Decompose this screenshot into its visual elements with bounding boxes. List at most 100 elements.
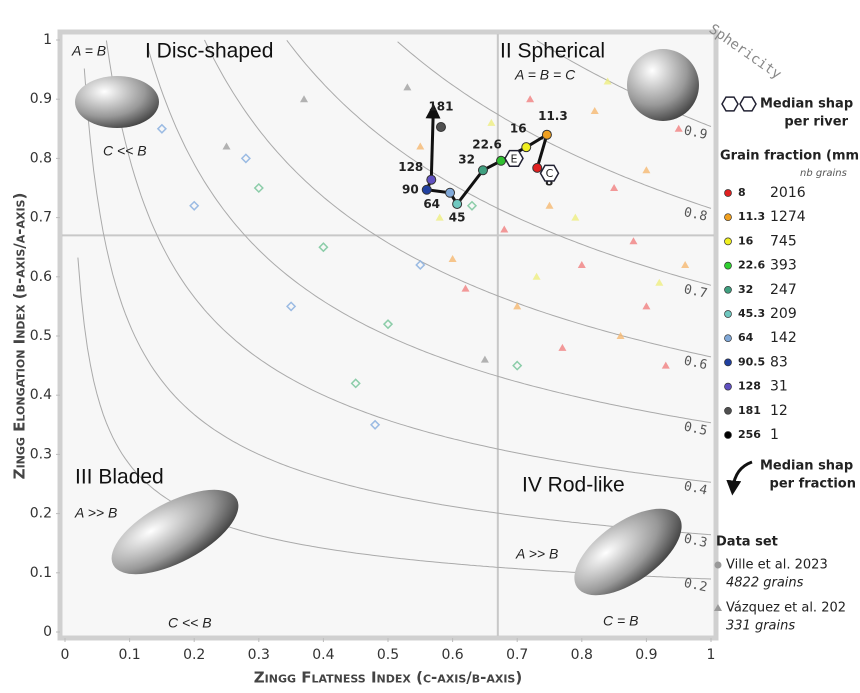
median-point — [427, 175, 436, 184]
y-tick-label: 1 — [43, 32, 52, 48]
legend-fraction: 128 — [738, 380, 761, 393]
y-tick-label: 0.6 — [30, 269, 52, 285]
legend-swatch — [725, 383, 732, 390]
legend-fraction: 11.3 — [738, 210, 765, 223]
quadrant-name: III Bladed — [75, 466, 164, 489]
legend-fraction-median-title: per fraction — [770, 477, 856, 492]
median-label: 22.6 — [472, 137, 502, 151]
quadrant-relation: A = B = C — [514, 67, 576, 83]
legend-river-icon — [740, 97, 756, 111]
legend-swatch — [725, 262, 732, 269]
y-tick-label: 0.9 — [30, 91, 52, 107]
legend-count: 209 — [770, 306, 797, 322]
quadrant-name: II Spherical — [500, 40, 605, 63]
legend-fraction: 181 — [738, 404, 761, 417]
x-tick-label: 0.9 — [635, 647, 657, 663]
legend-swatch — [725, 407, 732, 414]
y-tick-label: 0.8 — [30, 150, 52, 166]
legend-dataset-grains: 331 grains — [726, 619, 795, 634]
median-point — [522, 143, 531, 152]
legend-count: 1 — [770, 427, 779, 443]
legend-count: 745 — [770, 233, 797, 249]
legend-river-title: per river — [784, 115, 848, 130]
x-tick-label: 0.8 — [571, 647, 593, 663]
legend-fraction-arrow — [733, 462, 752, 488]
median-label: 45 — [449, 210, 466, 224]
quadrant-relation: C = B — [603, 613, 638, 629]
legend-count: 83 — [770, 354, 788, 370]
chart: Zingg Flatness Index (c-axis/b-axis) Zin… — [0, 0, 860, 693]
y-tick-label: 0.4 — [30, 387, 52, 403]
legend-dataset-name: Vázquez et al. 202 — [726, 601, 846, 616]
median-point — [533, 163, 542, 172]
legend-fraction: 16 — [738, 234, 754, 247]
page: {"chart_data": { "type": "scatter", "xla… — [0, 0, 860, 693]
river-label: C — [546, 167, 554, 180]
quadrant-relation: A >> B — [515, 546, 558, 562]
legend-swatch — [725, 359, 732, 366]
legend-fraction: 32 — [738, 283, 753, 296]
legend-dataset-marker — [715, 562, 722, 569]
legend-fraction: 45.3 — [738, 307, 765, 320]
legend-fraction: 90.5 — [738, 355, 765, 368]
median-label: 128 — [398, 160, 423, 174]
legend-river-icon — [722, 97, 738, 111]
x-tick-label: 1 — [707, 647, 716, 663]
median-label: 32 — [458, 153, 475, 167]
quadrant-relation: A = B — [71, 43, 106, 59]
x-tick-label: 0.5 — [377, 647, 399, 663]
y-tick-label: 0.1 — [30, 565, 52, 581]
y-tick-label: 0.3 — [30, 446, 52, 462]
legend-swatch — [725, 432, 732, 439]
x-tick-label: 0.4 — [312, 647, 334, 663]
quadrant-relation: C << B — [168, 615, 212, 631]
legend-dataset-name: Ville et al. 2023 — [726, 558, 828, 573]
legend-fraction: 64 — [738, 331, 754, 344]
legend-count-title: nb grains — [800, 168, 847, 179]
legend-dataset-title: Data set — [716, 535, 778, 550]
quadrant-name: I Disc-shaped — [145, 40, 273, 63]
quadrant-relation: C << B — [103, 143, 147, 159]
y-axis-label: Zingg Elongation Index (b-axis/a-axis) — [11, 193, 29, 480]
median-label: 181 — [428, 100, 453, 114]
legend-count: 247 — [770, 282, 797, 298]
x-tick-label: 0 — [61, 647, 70, 663]
x-tick-label: 0.6 — [441, 647, 463, 663]
median-label: 16 — [510, 122, 527, 136]
median-point — [453, 199, 462, 208]
x-tick-label: 0.2 — [183, 647, 205, 663]
legend-river-title: Median shap — [760, 97, 853, 112]
legend-count: 2016 — [770, 185, 806, 201]
y-tick-label: 0.5 — [30, 328, 52, 344]
legend-fraction: 256 — [738, 428, 761, 441]
legend-count: 1274 — [770, 209, 806, 225]
median-point — [422, 185, 431, 194]
legend-count: 393 — [770, 258, 797, 274]
quadrant-name: IV Rod-like — [522, 474, 625, 497]
x-axis-label: Zingg Flatness Index (c-axis/b-axis) — [254, 669, 522, 687]
legend-fraction: 22.6 — [738, 259, 765, 272]
median-point — [542, 130, 551, 139]
y-tick-label: 0 — [43, 624, 52, 640]
median-point — [497, 156, 506, 165]
median-point — [478, 166, 487, 175]
y-tick-label: 0.2 — [30, 506, 52, 522]
disc-shape — [75, 76, 159, 128]
river-label: E — [510, 152, 517, 165]
legend-count: 142 — [770, 330, 797, 346]
legend-fraction-median-title: Median shap — [760, 459, 853, 474]
median-point — [446, 188, 455, 197]
legend-fraction-title: Grain fraction (mm — [720, 149, 859, 164]
median-point — [436, 123, 445, 132]
median-label: 64 — [423, 197, 440, 211]
x-tick-label: 0.1 — [118, 647, 140, 663]
sphere-shape — [627, 49, 699, 121]
legend-swatch — [725, 214, 732, 221]
legend-swatch — [725, 238, 732, 245]
median-arrow — [431, 111, 433, 180]
x-tick-label: 0.7 — [506, 647, 528, 663]
legend-swatch — [725, 311, 732, 318]
y-tick-label: 0.7 — [30, 210, 52, 226]
quadrant-relation: A >> B — [74, 505, 117, 521]
legend-fraction: 8 — [738, 186, 746, 199]
